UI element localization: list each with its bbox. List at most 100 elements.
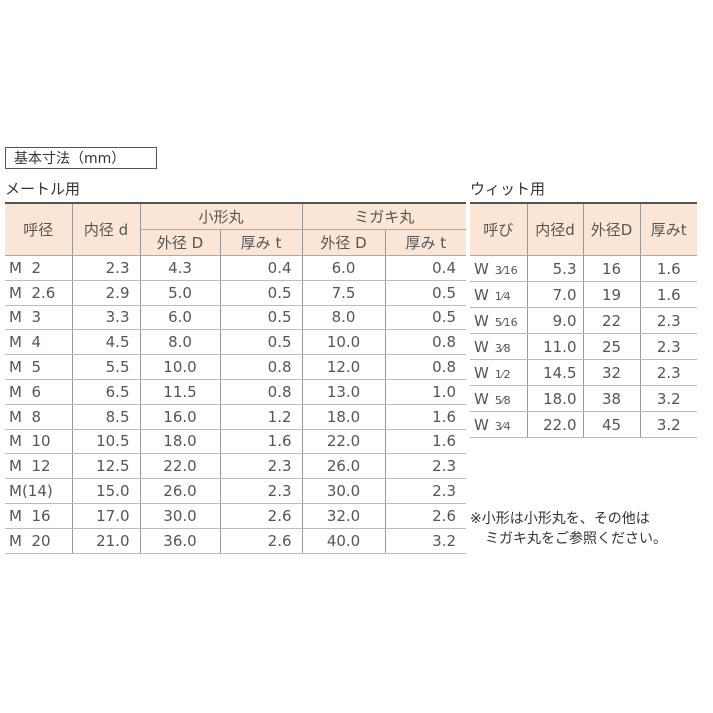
- table-cell: W 1⁄4: [470, 281, 527, 308]
- table-cell: 7.5: [301, 280, 386, 306]
- table-cell: 2.3: [639, 359, 697, 386]
- table-cell: 3.2: [639, 411, 697, 438]
- table-row: M 5 5.5 10.0 0.8 12.0 0.8: [5, 354, 467, 380]
- table-row: M 12 12.5 22.0 2.3 26.0 2.3: [5, 453, 467, 480]
- table-row: M 2 2.3 4.3 0.4 6.0 0.4: [5, 255, 467, 281]
- table-cell: 0.8: [219, 354, 303, 380]
- header-nominal: 呼径: [5, 203, 72, 256]
- table-cell: 0.8: [384, 354, 467, 380]
- table-cell: 26.0: [301, 453, 386, 480]
- table-cell: 25: [582, 333, 640, 360]
- header-small: 小形丸: [139, 203, 303, 230]
- table-cell: 17.0: [71, 503, 140, 529]
- table-cell: 0.5: [384, 280, 467, 306]
- table-cell: 7.0: [526, 281, 583, 308]
- table-cell: 30.0: [301, 478, 386, 504]
- thread-fraction: 5⁄8: [494, 393, 511, 407]
- note: ※小形は小形丸を、その他は ミガキ丸をご参照ください。: [470, 509, 667, 549]
- header-thick: 厚みt: [639, 203, 697, 256]
- table-cell: 10.0: [139, 354, 220, 380]
- table-cell: 2.6: [384, 503, 467, 529]
- table-cell: 30.0: [139, 503, 220, 529]
- table-row: M 8 8.5 16.0 1.2 18.0 1.6: [5, 404, 467, 430]
- table-cell: M 10: [5, 429, 72, 455]
- table-cell: 0.4: [384, 255, 467, 281]
- thread-letter: W: [474, 363, 489, 382]
- table-cell: M 16: [5, 503, 72, 529]
- table-cell: 8.5: [71, 404, 140, 430]
- thread-fraction: 1⁄4: [494, 289, 511, 303]
- metric-table: 呼径 内径 d 小形丸 ミガキ丸 外径 D 厚み t 外径 D 厚み t M 2…: [5, 202, 467, 554]
- table-cell: 38: [582, 385, 640, 412]
- table-row: M 16 17.0 30.0 2.6 32.0 2.6: [5, 503, 467, 529]
- table-cell: 1.6: [639, 255, 697, 282]
- table-cell: M 8: [5, 404, 72, 430]
- table-cell: 2.3: [384, 478, 467, 504]
- table-cell: M(14): [5, 478, 72, 504]
- table-cell: 8.0: [139, 329, 220, 356]
- header-thick: 厚み t: [384, 229, 467, 256]
- table-cell: 2.3: [639, 333, 697, 360]
- table-cell: 2.9: [71, 280, 140, 306]
- metric-heading: メートル用: [5, 180, 81, 198]
- table-cell: 8.0: [301, 305, 386, 331]
- header-outer: 外径 D: [301, 229, 386, 256]
- table-row: W 5⁄16 9.0 22 2.3: [470, 307, 697, 334]
- table-row: M 10 10.5 18.0 1.6 22.0 1.6: [5, 429, 467, 455]
- table-cell: M 3: [5, 305, 72, 331]
- table-cell: 14.5: [526, 359, 583, 386]
- table-cell: M 5: [5, 354, 72, 380]
- table-cell: 1.2: [219, 404, 303, 430]
- table-cell: 12.5: [71, 453, 140, 480]
- table-cell: W 5⁄8: [470, 385, 527, 412]
- table-cell: 0.4: [219, 255, 303, 281]
- table-cell: 2.3: [219, 478, 303, 504]
- table-cell: 1.6: [219, 429, 303, 455]
- table-cell: 1.0: [384, 379, 467, 405]
- table-cell: 22.0: [139, 453, 220, 480]
- thread-fraction: 1⁄2: [494, 367, 511, 381]
- table-cell: M 2: [5, 255, 72, 281]
- thread-fraction: 3⁄8: [494, 341, 511, 355]
- thread-fraction: 3⁄4: [494, 419, 511, 433]
- table-cell: 6.5: [71, 379, 140, 405]
- note-line: ※小形は小形丸を、その他は: [470, 511, 650, 527]
- table-cell: 22.0: [526, 411, 583, 438]
- header-inner: 内径 d: [71, 203, 140, 256]
- table-cell: 19: [582, 281, 640, 308]
- thread-letter: W: [474, 311, 489, 330]
- table-cell: 2.3: [639, 307, 697, 334]
- table-row: W 3⁄16 5.3 16 1.6: [470, 255, 697, 282]
- table-cell: 22: [582, 307, 640, 334]
- table-cell: 13.0: [301, 379, 386, 405]
- table-cell: 21.0: [71, 528, 140, 554]
- table-cell: 11.0: [526, 333, 583, 360]
- thread-letter: W: [474, 259, 489, 278]
- table-row: M 6 6.5 11.5 0.8 13.0 1.0: [5, 379, 467, 405]
- table-cell: 3.2: [639, 385, 697, 412]
- table-cell: 9.0: [526, 307, 583, 334]
- table-cell: 0.5: [384, 305, 467, 331]
- table-cell: 4.3: [139, 255, 220, 281]
- table-cell: 16: [582, 255, 640, 282]
- header-inner: 内径d: [526, 203, 583, 256]
- thread-letter: W: [474, 389, 489, 408]
- table-row: M(14) 15.0 26.0 2.3 30.0 2.3: [5, 478, 467, 504]
- table-cell: 40.0: [301, 528, 386, 554]
- table-row: M 2.6 2.9 5.0 0.5 7.5 0.5: [5, 280, 467, 306]
- table-cell: W 3⁄8: [470, 333, 527, 360]
- table-cell: 32.0: [301, 503, 386, 529]
- table-cell: 2.3: [219, 453, 303, 480]
- whit-table: 呼び 内径d 外径D 厚みt W 3⁄16 5.3 16 1.6 W 1⁄4 7.0 19 1.6…: [470, 202, 697, 438]
- table-cell: W 1⁄2: [470, 359, 527, 386]
- table-cell: 0.8: [219, 379, 303, 405]
- table-cell: 2.6: [219, 528, 303, 554]
- table-cell: M 6: [5, 379, 72, 405]
- title-box: 基本寸法（mm）: [5, 147, 157, 169]
- table-cell: 10.0: [301, 329, 386, 356]
- table-cell: 45: [582, 411, 640, 438]
- table-cell: W 3⁄4: [470, 411, 527, 438]
- table-cell: M 2.6: [5, 280, 72, 306]
- table-cell: W 5⁄16: [470, 307, 527, 334]
- thread-letter: W: [474, 285, 489, 304]
